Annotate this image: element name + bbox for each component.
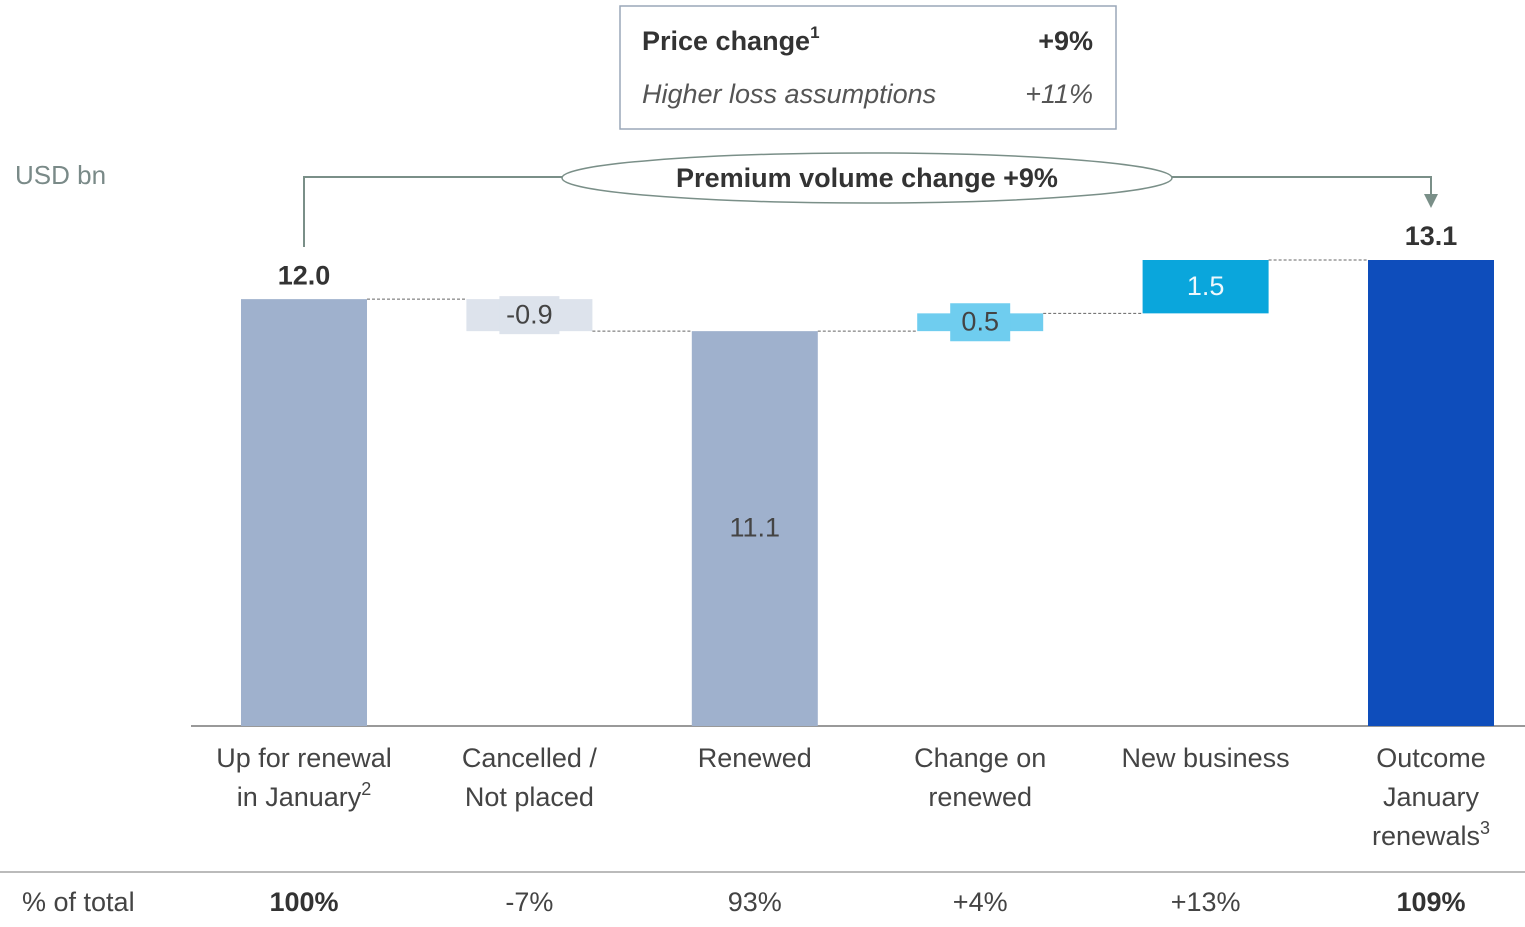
bar <box>241 299 367 726</box>
x-tick-label-text: Change on <box>914 743 1046 773</box>
value-label-bg <box>499 296 560 335</box>
x-tick-label: Not placed <box>465 782 594 812</box>
value-label: 13.1 <box>1405 221 1458 251</box>
value-label: 1.5 <box>1187 271 1225 301</box>
info-label-text: Price change <box>642 26 810 56</box>
x-tick-label-text: Not placed <box>465 782 594 812</box>
x-tick-label-text: in January <box>237 782 362 812</box>
footnote: 3 <box>1480 818 1490 838</box>
x-tick-label: Up for renewal <box>216 743 392 773</box>
share-cell: 109% <box>1396 887 1465 917</box>
bracket-label: Premium volume change +9% <box>676 163 1058 193</box>
bar <box>1142 260 1269 314</box>
x-tick-label: Cancelled / <box>462 743 598 773</box>
x-tick-label: in January2 <box>237 779 372 812</box>
x-tick-label-text: Renewed <box>698 743 812 773</box>
bar <box>1368 260 1494 726</box>
share-cell: +13% <box>1171 887 1241 917</box>
axis-label: USD bn <box>15 160 106 190</box>
x-tick-label: Outcome <box>1376 743 1486 773</box>
info-value: +11% <box>1025 79 1093 109</box>
info-label: Price change1 <box>642 23 820 56</box>
bracket-arrow <box>1424 194 1438 208</box>
value-label-bg <box>950 303 1011 342</box>
x-tick-label: renewed <box>928 782 1032 812</box>
value-label: 0.5 <box>961 306 999 336</box>
footnote: 2 <box>361 779 371 799</box>
info-box <box>619 5 1117 130</box>
bracket-line <box>1172 176 1432 196</box>
x-tick-label-text: Cancelled / <box>462 743 598 773</box>
info-label: Higher loss assumptions <box>642 79 936 109</box>
value-label: -0.9 <box>506 299 553 329</box>
x-tick-label: Renewed <box>698 743 812 773</box>
x-tick-label-text: January <box>1383 782 1480 812</box>
value-label: 11.1 <box>730 513 781 543</box>
x-tick-label: Change on <box>914 743 1046 773</box>
share-cell: -7% <box>505 887 553 917</box>
x-tick-label-text: Outcome <box>1376 743 1486 773</box>
x-tick-label-text: renewed <box>928 782 1032 812</box>
x-tick-label: renewals3 <box>1372 818 1490 851</box>
share-cell: 100% <box>269 887 338 917</box>
x-tick-label: January <box>1383 782 1480 812</box>
info-label-text: Higher loss assumptions <box>642 79 936 109</box>
share-cell: +4% <box>953 887 1008 917</box>
x-tick-label-text: renewals <box>1372 821 1480 851</box>
footnote: 1 <box>810 23 819 42</box>
value-label: 12.0 <box>278 260 331 290</box>
x-tick-label-text: Up for renewal <box>216 743 392 773</box>
bar <box>691 331 818 726</box>
share-label: % of total <box>22 887 135 917</box>
info-value: +9% <box>1038 26 1093 56</box>
bracket-ellipse <box>561 152 1173 204</box>
x-tick-label: New business <box>1122 743 1290 773</box>
bracket-line <box>303 176 562 247</box>
share-cell: 93% <box>728 887 782 917</box>
x-tick-label-text: New business <box>1122 743 1290 773</box>
